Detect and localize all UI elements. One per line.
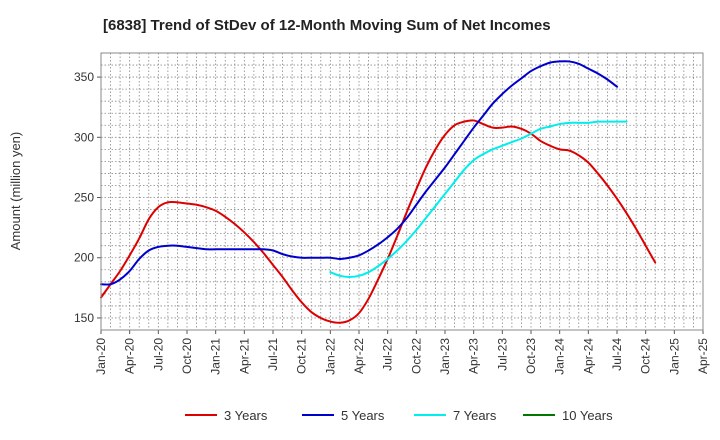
x-tick-label: Oct-21 [295,338,309,374]
x-tick-label: Jul-22 [381,338,395,371]
plot-frame [100,52,704,331]
axis-ticks: 150 200 250 300 350 Jan-20 Apr-20 Jul-20 Oct-20 J… [74,70,710,375]
chart-title: [6838] Trend of StDev of 12-Month Moving… [103,17,551,34]
x-tick-label: Apr-25 [696,338,710,374]
x-tick-label: Jan-20 [94,338,108,375]
x-tick-label: Jul-21 [266,338,280,371]
y-tick-label: 350 [74,70,94,84]
y-tick-label: 200 [74,251,94,265]
y-tick-label: 300 [74,130,94,144]
legend-label-10-years: 10 Years [562,408,613,423]
y-tick-label: 250 [74,191,94,205]
x-tick-label: Apr-21 [237,338,251,374]
series-line-3-years [100,119,657,324]
legend-label-5-years: 5 Years [341,408,385,423]
legend: 3 Years 5 Years 7 Years 10 Years [185,408,613,423]
x-tick-label: Apr-22 [352,338,366,374]
x-tick-label: Oct-22 [409,338,423,374]
x-tick-label: Apr-20 [123,338,137,374]
series-line-5-years [100,60,618,286]
x-tick-label: Oct-24 [639,338,653,374]
x-tick-label: Jan-22 [323,338,337,375]
x-tick-label: Jul-24 [610,338,624,371]
x-tick-label: Jan-24 [553,338,567,375]
x-tick-label: Oct-23 [524,338,538,374]
legend-label-7-years: 7 Years [453,408,497,423]
series-group [100,60,657,324]
y-tick-label: 150 [74,311,94,325]
y-axis-label: Amount (million yen) [8,132,23,251]
x-tick-label: Jul-20 [151,338,165,371]
grid [101,53,703,330]
x-tick-label: Jul-23 [495,338,509,371]
x-tick-label: Jan-21 [209,338,223,375]
series-line-7-years [329,120,628,279]
x-tick-label: Oct-20 [180,338,194,374]
legend-label-3-years: 3 Years [224,408,268,423]
x-tick-label: Apr-24 [581,338,595,374]
x-tick-label: Jan-23 [438,338,452,375]
x-tick-label: Jan-25 [667,338,681,375]
x-tick-label: Apr-23 [467,338,481,374]
